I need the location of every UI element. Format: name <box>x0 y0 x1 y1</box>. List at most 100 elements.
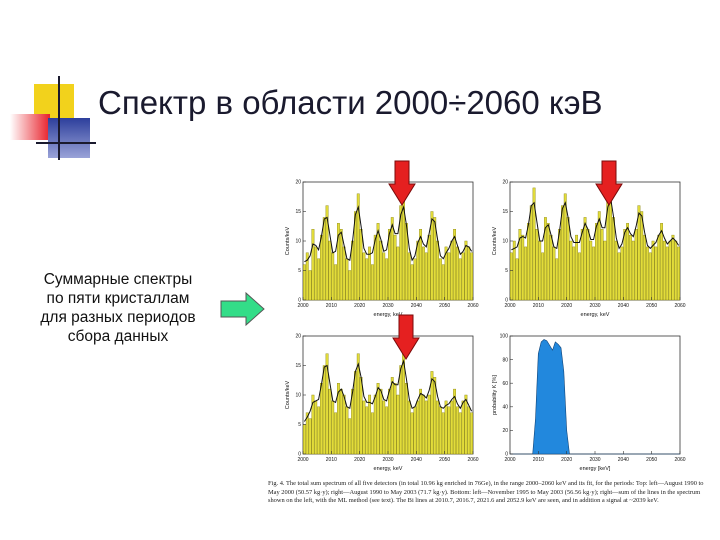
spectrum-bar <box>674 240 678 301</box>
spectrum-bar <box>311 229 315 301</box>
spectrum-bar <box>631 240 635 301</box>
spectrum-bar <box>438 406 442 455</box>
spectrum-bar <box>436 400 440 455</box>
red-arrow-icon <box>388 160 416 206</box>
slide-title: Спектр в области 2000÷2060 кэВ <box>98 84 603 121</box>
spectrum-bar <box>305 252 309 301</box>
spectrum-bar <box>317 258 320 301</box>
spectrum-bar <box>628 234 632 301</box>
figure-caption: Fig. 4. The total sum spectrum of all fi… <box>268 480 704 505</box>
y-tick-label: 15 <box>295 209 301 215</box>
spectrum-bar <box>362 400 366 455</box>
spectrum-bar <box>430 371 434 455</box>
spectrum-bar <box>385 406 389 455</box>
spectrum-bar <box>617 252 621 301</box>
spectrum-bar <box>583 217 587 301</box>
deco-red-bar <box>10 114 50 140</box>
spectrum-bar <box>592 246 596 301</box>
x-axis-label: energy [keV] <box>580 466 611 472</box>
side-text-line: для разных периодов <box>40 309 196 326</box>
spectrum-bar <box>387 229 391 301</box>
spectrum-bar <box>390 217 394 301</box>
spectrum-bar <box>560 205 564 301</box>
spectrum-chart-bottom-left: 2000 2010 2020 2030 2040 2050 2060 0 5 10 15 20 ener… <box>285 334 479 472</box>
spectrum-bar <box>337 223 340 301</box>
spectrum-bar <box>527 223 530 301</box>
spectrum-bar <box>645 246 649 301</box>
spectrum-bar <box>379 240 383 301</box>
fit-line <box>304 205 473 263</box>
spectrum-bar <box>563 193 567 301</box>
spectrum-bar <box>370 412 374 455</box>
y-tick-label: 5 <box>505 268 508 274</box>
y-tick-label: 5 <box>298 422 301 428</box>
spectrum-bar <box>314 246 318 301</box>
y-tick-label: 60 <box>502 381 508 387</box>
spectrum-bar <box>373 394 377 455</box>
red-arrow-icon <box>595 160 623 206</box>
spectrum-bar <box>441 264 445 301</box>
spectrum-bar <box>399 205 403 301</box>
y-tick-label: 20 <box>502 428 508 434</box>
spectrum-bar <box>368 246 372 301</box>
spectrum-bar <box>421 394 425 455</box>
x-tick-label: 2030 <box>589 457 600 463</box>
spectrum-bar <box>464 394 468 455</box>
spectrum-bar <box>467 406 471 455</box>
spectrum-bar <box>671 234 675 301</box>
spectrum-bar <box>424 252 428 301</box>
spectrum-bar <box>368 394 372 455</box>
spectrum-bar <box>328 240 332 301</box>
spectrum-bar <box>575 234 579 301</box>
spectrum-bar <box>373 234 377 301</box>
x-tick-label: 2050 <box>439 457 450 463</box>
spectrum-bar <box>665 246 669 301</box>
spectrum-bar <box>433 377 437 455</box>
spectrum-bar <box>353 211 357 301</box>
spectrum-bar <box>640 211 644 301</box>
spectrum-bar <box>387 388 391 455</box>
spectrum-bar <box>390 377 394 455</box>
x-tick-label: 2060 <box>674 303 685 309</box>
spectrum-bar <box>331 400 335 455</box>
spectrum-bar <box>317 406 320 455</box>
spectrum-bar <box>529 205 533 301</box>
spectrum-bar <box>541 252 544 301</box>
probability-area <box>510 339 680 455</box>
spectrum-bar <box>325 205 329 301</box>
spectrum-bar <box>580 229 584 301</box>
y-tick-label: 0 <box>505 452 508 458</box>
spectrum-chart-top-left: 2000 2010 2020 2030 2040 2050 2060 0 5 10 15 20 ener… <box>285 180 479 318</box>
spectrum-bar <box>334 264 337 301</box>
spectrum-bar <box>651 240 655 301</box>
spectrum-bar <box>339 229 343 301</box>
spectrum-bar <box>535 229 539 301</box>
spectrum-bar <box>634 229 638 301</box>
spectrum-bar <box>549 234 553 301</box>
spectrum-bar <box>342 394 346 455</box>
x-tick-label: 2020 <box>354 457 365 463</box>
spectrum-bar <box>337 383 340 455</box>
y-tick-label: 5 <box>298 268 301 274</box>
spectrum-bar <box>668 240 672 301</box>
spectrum-bar <box>359 229 363 301</box>
spectrum-bar <box>453 388 457 455</box>
spectrum-bar <box>303 424 306 455</box>
x-tick-label: 2010 <box>326 303 337 309</box>
x-tick-label: 2020 <box>561 303 572 309</box>
x-axis-label: energy, keV <box>581 312 610 318</box>
x-axis-label: energy, keV <box>374 466 403 472</box>
spectrum-bar <box>424 400 428 455</box>
spectrum-bar <box>518 229 522 301</box>
spectrum-bar <box>393 383 397 455</box>
spectrum-bar <box>430 211 434 301</box>
spectrum-bar <box>654 246 658 301</box>
spectrum-bar <box>512 240 516 301</box>
spectrum-bar <box>353 371 357 455</box>
spectrum-bar <box>637 205 641 301</box>
spectrum-bar <box>376 383 380 455</box>
spectrum-bar <box>419 229 423 301</box>
spectrum-bar <box>648 252 652 301</box>
spectrum-bar <box>614 240 618 301</box>
spectrum-bar <box>348 418 352 455</box>
